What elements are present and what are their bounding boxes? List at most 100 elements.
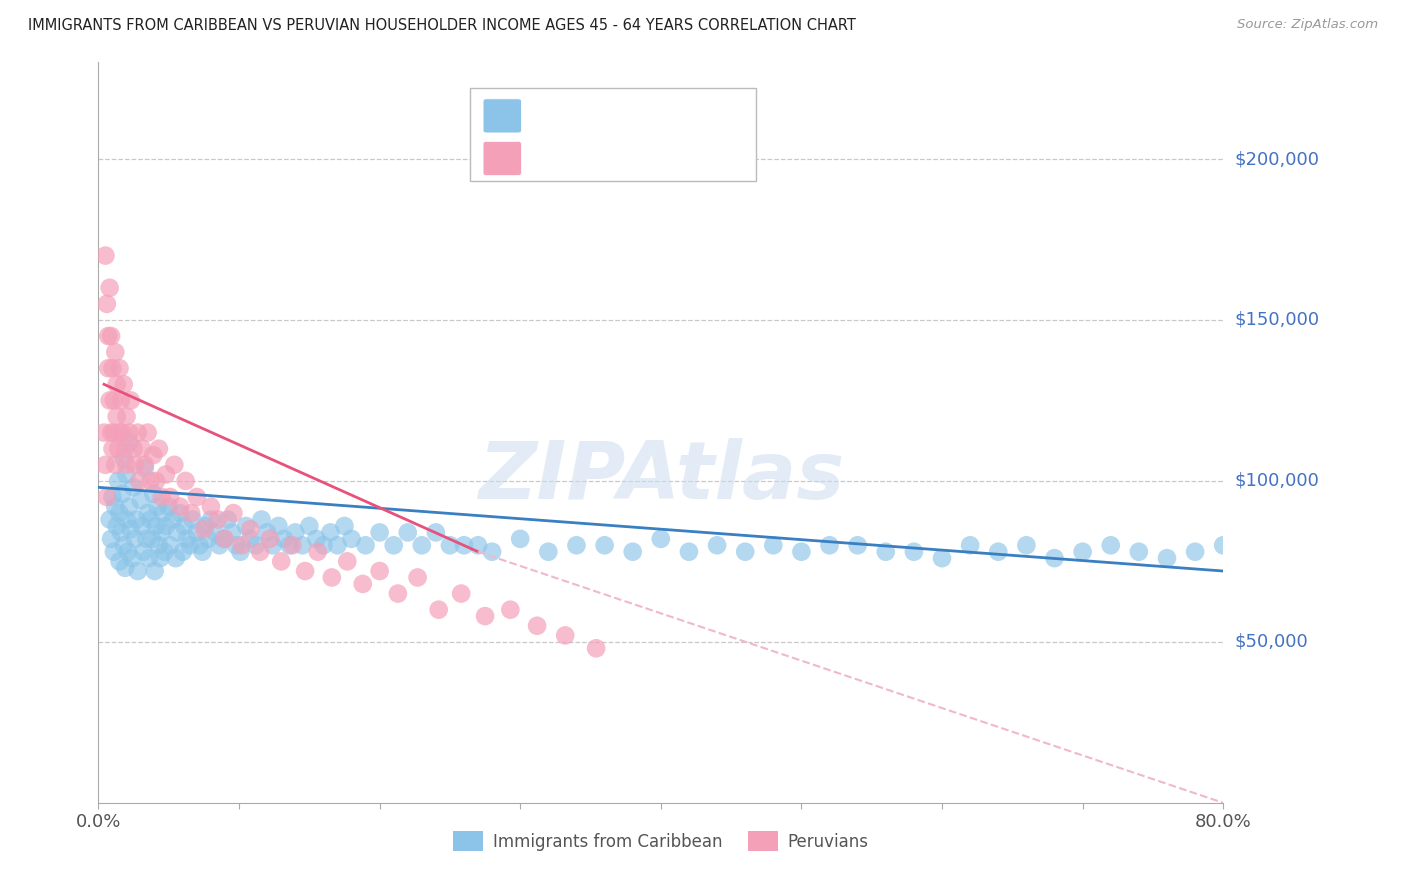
Point (149, 551, 172, 566)
Point (474, 609, 496, 624)
Point (107, 442, 129, 456)
Point (368, 525, 391, 540)
Point (467, 538, 489, 552)
Point (134, 461, 156, 475)
Point (959, 538, 981, 552)
Point (104, 458, 127, 472)
Legend: Immigrants from Caribbean, Peruvians: Immigrants from Caribbean, Peruvians (446, 825, 876, 857)
Point (197, 532, 219, 546)
Text: $150,000: $150,000 (1234, 311, 1319, 329)
Point (931, 551, 953, 566)
Point (131, 519, 153, 533)
Point (193, 522, 215, 536)
Point (114, 442, 136, 456)
Point (148, 442, 170, 456)
Point (846, 538, 869, 552)
Point (1212, 538, 1234, 552)
Point (186, 525, 208, 540)
Point (734, 545, 756, 559)
Point (450, 586, 472, 600)
Point (354, 538, 377, 552)
Point (172, 545, 194, 559)
Point (585, 641, 607, 656)
Point (96, 490, 118, 504)
Point (145, 474, 167, 488)
Point (134, 458, 156, 472)
Point (406, 570, 429, 584)
Point (100, 329, 122, 343)
Point (239, 532, 262, 546)
Point (208, 538, 231, 552)
Point (439, 538, 461, 552)
Point (298, 519, 321, 533)
Point (127, 425, 149, 440)
Text: Source: ZipAtlas.com: Source: ZipAtlas.com (1237, 18, 1378, 31)
Point (212, 532, 235, 546)
Point (128, 474, 150, 488)
Point (321, 570, 343, 584)
Point (112, 451, 135, 466)
Point (225, 538, 247, 552)
Point (249, 545, 271, 559)
Point (152, 506, 174, 520)
Point (120, 522, 142, 536)
Point (537, 545, 560, 559)
Point (115, 512, 138, 526)
Point (204, 525, 226, 540)
Point (284, 525, 307, 540)
Point (101, 490, 124, 504)
Point (108, 506, 131, 520)
Text: IMMIGRANTS FROM CARIBBEAN VS PERUVIAN HOUSEHOLDER INCOME AGES 45 - 64 YEARS CORR: IMMIGRANTS FROM CARIBBEAN VS PERUVIAN HO… (28, 18, 856, 33)
Point (97, 329, 120, 343)
Point (169, 506, 191, 520)
Point (131, 442, 153, 456)
Point (105, 377, 128, 392)
Point (1015, 538, 1038, 552)
Point (790, 545, 813, 559)
Point (112, 377, 135, 392)
FancyBboxPatch shape (470, 88, 756, 181)
Point (122, 480, 145, 494)
Point (678, 545, 700, 559)
Point (159, 538, 181, 552)
Point (231, 538, 253, 552)
Point (509, 532, 531, 546)
Point (145, 519, 167, 533)
Point (425, 525, 447, 540)
Point (305, 532, 328, 546)
Point (1071, 545, 1094, 559)
Point (142, 448, 165, 462)
Point (111, 425, 134, 440)
Point (93, 425, 115, 440)
Point (100, 425, 122, 440)
Point (157, 500, 180, 514)
Point (281, 538, 304, 552)
Point (111, 487, 134, 501)
Point (326, 538, 349, 552)
Text: N =  75: N = 75 (641, 145, 710, 164)
Point (166, 525, 188, 540)
Point (278, 538, 301, 552)
Point (98, 393, 121, 408)
Point (124, 458, 146, 472)
Point (174, 474, 197, 488)
Point (155, 519, 177, 533)
Point (181, 512, 204, 526)
Point (118, 500, 141, 514)
Point (1099, 538, 1122, 552)
Point (229, 545, 252, 559)
Text: $50,000: $50,000 (1234, 632, 1308, 651)
Point (273, 532, 295, 546)
Point (1043, 551, 1066, 566)
Point (336, 554, 359, 568)
Point (706, 538, 728, 552)
Point (98, 281, 121, 295)
Point (115, 458, 138, 472)
Point (312, 538, 335, 552)
Point (136, 506, 159, 520)
Text: $200,000: $200,000 (1234, 150, 1319, 168)
Point (191, 545, 214, 559)
Point (217, 512, 239, 526)
Point (987, 545, 1010, 559)
FancyBboxPatch shape (484, 142, 522, 176)
